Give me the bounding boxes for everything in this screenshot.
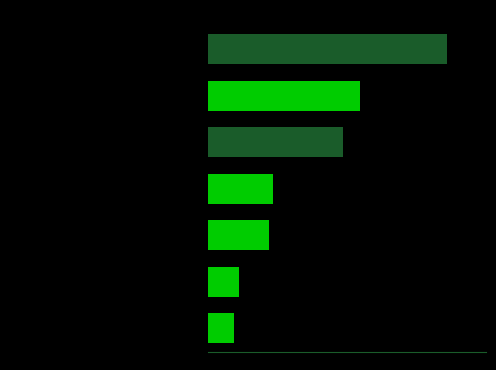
Bar <box>208 220 269 250</box>
Bar <box>208 267 239 297</box>
Bar <box>208 81 360 111</box>
Bar <box>208 34 447 64</box>
Bar <box>208 127 343 157</box>
Bar <box>208 174 273 204</box>
Bar <box>208 313 234 343</box>
